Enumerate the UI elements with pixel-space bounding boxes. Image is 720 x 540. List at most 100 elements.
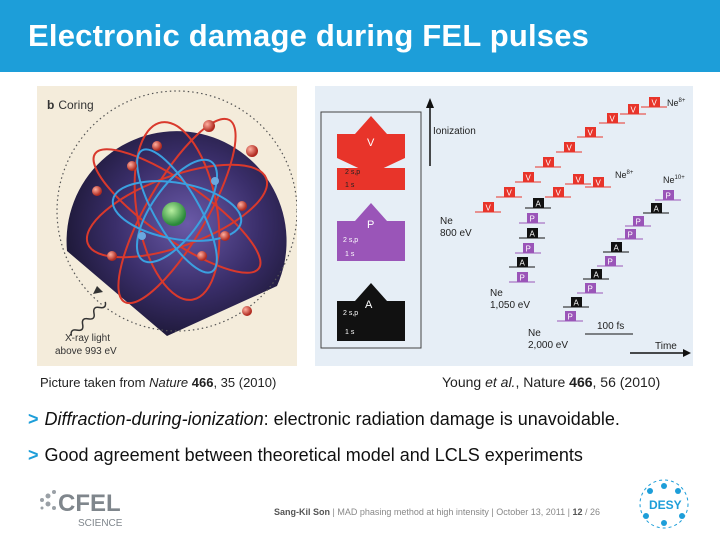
legend-valence-body [337,168,405,190]
svg-text:CFEL: CFEL [58,490,121,517]
step-v-marker [504,187,515,197]
time-label: Time [655,341,677,352]
step-v-marker [523,172,534,182]
orbit-blue [136,148,218,274]
step-p-label: P [530,215,535,224]
coring-figure: b Coring X-ray light above 993 eV [37,86,297,366]
step-v-label: V [631,106,637,115]
right-caption: Young et al., Nature 466, 56 (2010) [442,374,661,390]
step-p-marker [517,272,528,282]
step-a-label: A [654,205,660,214]
step-a-marker [571,297,582,307]
atom-sphere [66,131,287,336]
step-p-marker [633,216,644,226]
step-v-marker [553,187,564,197]
step-v-marker [585,127,596,137]
step-a-marker [591,269,602,279]
step-v-label: V [652,99,658,108]
step-v-marker [607,113,618,123]
left-caption: Picture taken from Nature 466, 35 (2010) [40,375,277,390]
svg-text:2 s,p: 2 s,p [343,237,358,244]
svg-text:2 s,p: 2 s,p [343,310,358,317]
nucleus [162,202,186,226]
panel-label: b Coring [47,98,94,112]
svg-text:1 s: 1 s [345,329,355,336]
coring-illustration: b Coring X-ray light above 993 eV [47,90,297,357]
step-v-label: V [567,144,573,153]
step-v-label: V [526,174,532,183]
legend-box [320,111,422,349]
step-p-label: P [520,274,525,283]
step-v-marker [649,97,660,107]
step-p-label: P [526,245,531,254]
step-v-label: V [507,189,513,198]
step-v-label: V [596,179,602,188]
step-p-marker [625,229,636,239]
step-p-marker [585,283,596,293]
desy-logo: DESY [638,478,690,530]
step-v-label: V [486,204,492,213]
xray-arrowhead [93,286,103,294]
ionization-label: Ionization [433,126,476,137]
step-p-label: P [628,231,633,240]
step-a-label: A [614,244,620,253]
ne8-top-label: Ne8+ [667,98,686,108]
ne800-label: Ne 800 eV [440,216,472,239]
step-a-label: A [520,259,526,268]
step-a-marker [533,198,544,208]
ionization-diagram: V 2 s,p 1 s 2 s,p 1 s P 2 s,p 1 s A 2 s,… [320,97,691,357]
step-p-label: P [666,192,671,201]
step-a-marker [517,257,528,267]
step-v-marker [564,142,575,152]
orbit-red [92,148,262,274]
xray-wave [70,301,107,336]
xray-label-1: X-ray light [65,333,110,344]
footer: Sang-Kil Son | MAD phasing method at hig… [274,507,601,517]
time-arrowhead [683,349,691,357]
orbit-red [117,117,237,305]
ne10-label: Ne10+ [663,175,685,185]
step-v-marker [593,177,604,187]
step-p-label: P [588,285,593,294]
step-p-label: P [568,313,573,322]
svg-text:A: A [365,299,373,311]
step-a-label: A [574,299,580,308]
svg-text:DESY: DESY [649,498,682,512]
step-p-marker [523,243,534,253]
step-a-label: A [594,271,600,280]
slide-title: Electronic damage during FEL pulses [28,18,590,53]
step-a-label: A [530,230,536,239]
step-v-marker [628,104,639,114]
step-a-label: A [536,200,542,209]
step-a-marker [651,203,662,213]
ne8-mid-label: Ne8+ [615,170,634,180]
step-p-label: P [636,218,641,227]
step-v-label: V [610,115,616,124]
step-v-label: V [588,129,594,138]
bullet-2: > Good agreement between theoretical mode… [28,445,583,465]
step-a-marker [611,242,622,252]
legend-photo: P 2 s,p 1 s [337,203,405,261]
svg-text:P: P [367,219,374,231]
ne1050-label: Ne 1,050 eV [490,288,530,311]
legend-v-2sp: 2 s,p [345,169,360,176]
step-v-marker [483,202,494,212]
legend-v-1s: 1 s [345,182,355,189]
cfel-logo: CFEL SCIENCE [36,480,146,530]
bullet-1: > Diffraction-during-ionization: electron… [28,409,620,429]
ne2000-label: Ne 2,000 eV [528,328,568,351]
step-p-label: P [608,258,613,267]
step-v-marker [573,174,584,184]
orbit-red [133,121,221,301]
legend-auger: A 2 s,p 1 s [337,283,405,341]
scale-bar-label: 100 fs [597,321,624,332]
step-v-marker [543,157,554,167]
orbit-blue [111,180,243,242]
step-v-label: V [546,159,552,168]
slide-header: Electronic damage during FEL pulses [0,0,720,72]
step-p-marker [527,213,538,223]
svg-text:1 s: 1 s [345,251,355,258]
step-p-marker [605,256,616,266]
step-v-label: V [556,189,562,198]
